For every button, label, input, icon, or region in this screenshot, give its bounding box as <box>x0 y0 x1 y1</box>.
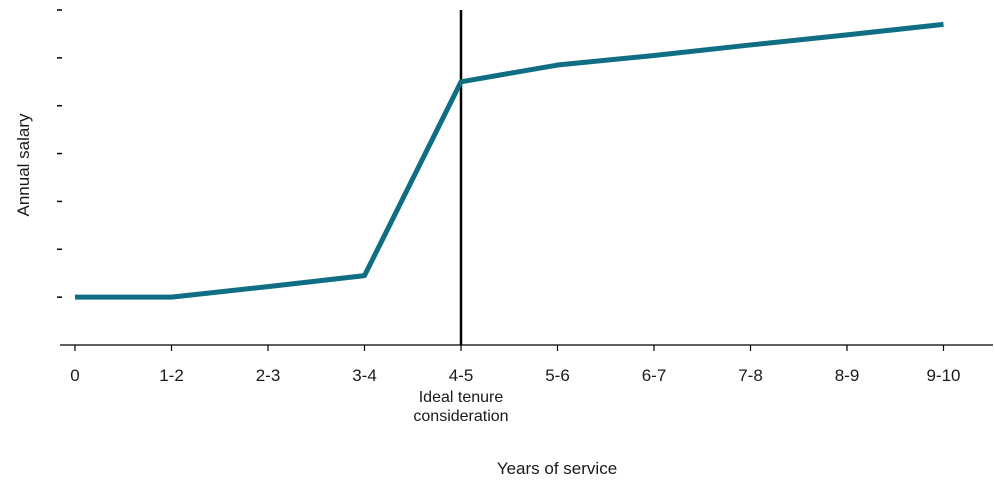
annotation-line-1: consideration <box>413 408 508 425</box>
salary-series-line <box>75 21 944 300</box>
y-axis-ticks <box>57 9 62 298</box>
x-tick-label-9: 9-10 <box>926 366 960 385</box>
x-tick-label-4: 4-5 <box>449 366 474 385</box>
x-axis-ticks <box>74 345 945 351</box>
y-axis-title: Annual salary <box>14 113 33 217</box>
annotation-line-0: Ideal tenure <box>419 389 504 406</box>
x-tick-label-8: 8-9 <box>835 366 860 385</box>
ideal-tenure-annotation: Ideal tenure consideration <box>413 389 508 425</box>
x-tick-label-7: 7-8 <box>738 366 763 385</box>
x-tick-label-5: 5-6 <box>545 366 570 385</box>
x-axis-title: Years of service <box>497 459 617 478</box>
x-axis-tick-labels: 0 1-2 2-3 3-4 4-5 5-6 6-7 7-8 8-9 9-10 <box>70 366 960 385</box>
x-tick-label-3: 3-4 <box>352 366 377 385</box>
x-tick-label-1: 1-2 <box>159 366 184 385</box>
x-tick-label-0: 0 <box>70 366 79 385</box>
x-tick-label-6: 6-7 <box>642 366 667 385</box>
x-tick-label-2: 2-3 <box>256 366 281 385</box>
